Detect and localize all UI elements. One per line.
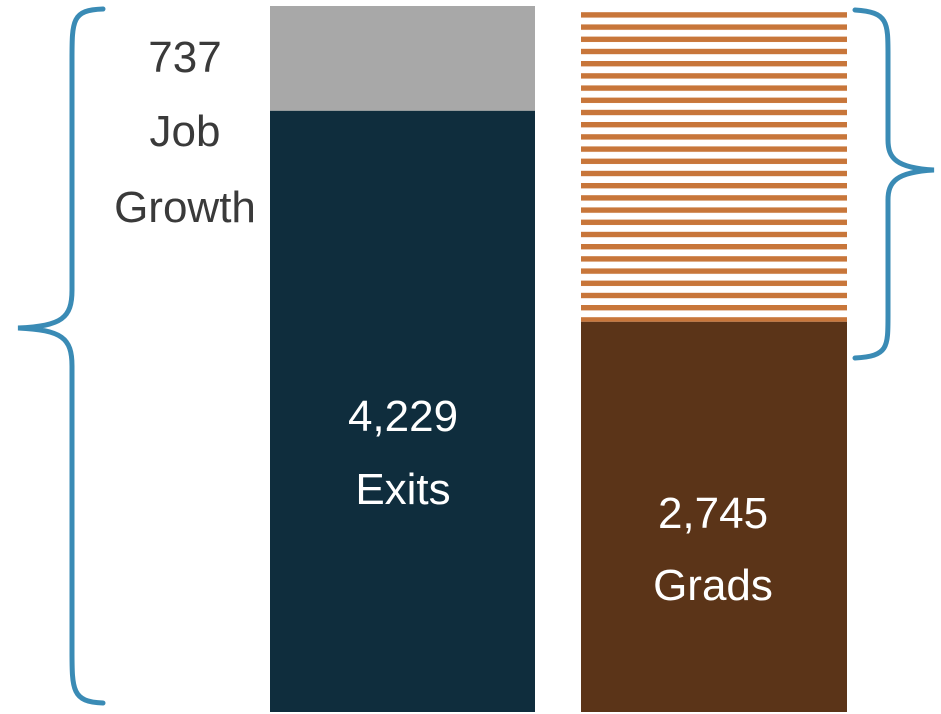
job-growth-word2-label: Growth	[114, 183, 256, 232]
right-brace-annotation	[852, 7, 935, 361]
bar-segment-job-growth	[270, 6, 535, 111]
grads-value-label: 2,745	[658, 489, 768, 538]
bar-segment-gap	[581, 6, 847, 322]
left-brace-annotation	[17, 6, 106, 706]
exits-word-label: Exits	[355, 465, 450, 514]
job-growth-value-label: 737	[148, 33, 221, 82]
bar-segment-grads	[581, 321, 847, 712]
bar-segment-exits	[270, 110, 535, 713]
grads-word-label: Grads	[653, 561, 773, 610]
bars-group	[270, 6, 847, 713]
job-growth-word-label: Job	[150, 107, 221, 156]
exits-value-label: 4,229	[348, 392, 458, 441]
